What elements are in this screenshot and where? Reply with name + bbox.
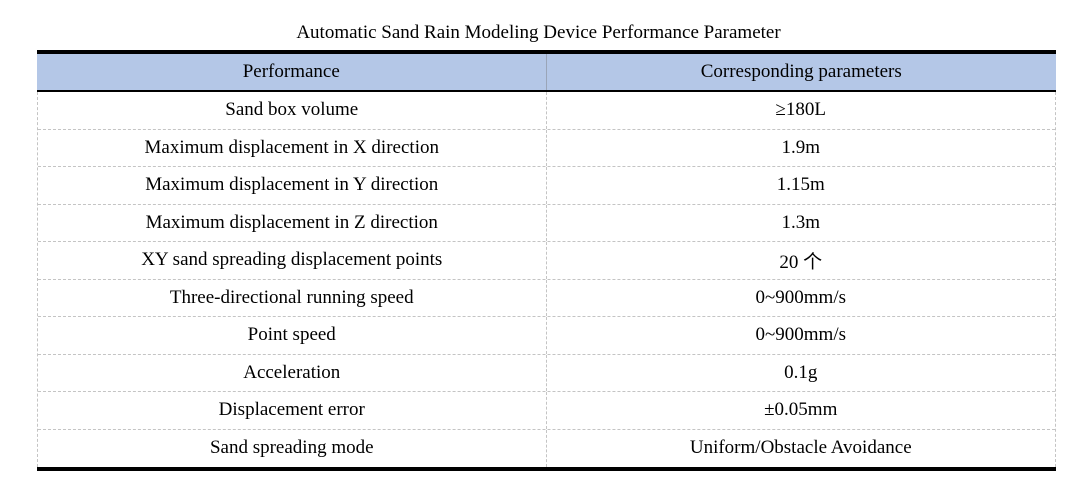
- row-performance-label: Displacement error: [38, 392, 547, 429]
- row-parameter-value: ±0.05mm: [764, 399, 838, 421]
- table-row: Maximum displacement in X direction 1.9m: [38, 129, 1055, 167]
- row-parameter-value: Uniform/Obstacle Avoidance: [689, 437, 912, 459]
- row-parameter-value: 0.1g: [784, 361, 818, 383]
- table-row: Maximum displacement in Z direction 1.3m: [38, 204, 1055, 242]
- row-performance-label: Acceleration: [38, 354, 547, 391]
- row-parameter-value: 0~900mm/s: [755, 286, 846, 308]
- performance-parameters-table: Performance Corresponding parameters San…: [37, 50, 1056, 471]
- row-performance-label: XY sand spreading displacement points: [38, 242, 547, 279]
- row-parameter-value: 1.3m: [781, 211, 821, 233]
- table-row: Acceleration 0.1g: [38, 354, 1055, 392]
- row-performance-label: Maximum displacement in X direction: [38, 129, 547, 166]
- table-body: Sand box volume ≥180L Maximum displaceme…: [37, 92, 1056, 467]
- header-cell-performance: Performance: [37, 54, 547, 90]
- header-cell-corresponding-parameters: Corresponding parameters: [700, 61, 902, 82]
- table-row: Displacement error ±0.05mm: [38, 392, 1055, 430]
- table-row: Sand spreading mode Uniform/Obstacle Avo…: [38, 429, 1055, 467]
- row-parameter-value: 1.15m: [776, 174, 825, 196]
- row-parameter-value: 20 个: [779, 251, 823, 273]
- row-parameter-value: 0~900mm/s: [755, 324, 846, 346]
- row-performance-label: Sand box volume: [38, 92, 547, 129]
- row-performance-label: Maximum displacement in Z direction: [38, 204, 547, 241]
- table-row: Point speed 0~900mm/s: [38, 317, 1055, 355]
- table-row: Sand box volume ≥180L: [38, 92, 1055, 130]
- row-performance-label: Point speed: [38, 317, 547, 354]
- table-row: XY sand spreading displacement points 20…: [38, 242, 1055, 280]
- row-parameter-value: ≥180L: [775, 99, 827, 121]
- row-performance-label: Maximum displacement in Y direction: [38, 167, 547, 204]
- row-parameter-value: 1.9m: [781, 136, 821, 158]
- table-header-row: Performance Corresponding parameters: [37, 54, 1056, 92]
- table-title: Automatic Sand Rain Modeling Device Perf…: [296, 22, 781, 43]
- table-row: Maximum displacement in Y direction 1.15…: [38, 167, 1055, 205]
- table-row: Three-directional running speed 0~900mm/…: [38, 279, 1055, 317]
- row-performance-label: Sand spreading mode: [38, 429, 547, 467]
- row-performance-label: Three-directional running speed: [38, 279, 547, 316]
